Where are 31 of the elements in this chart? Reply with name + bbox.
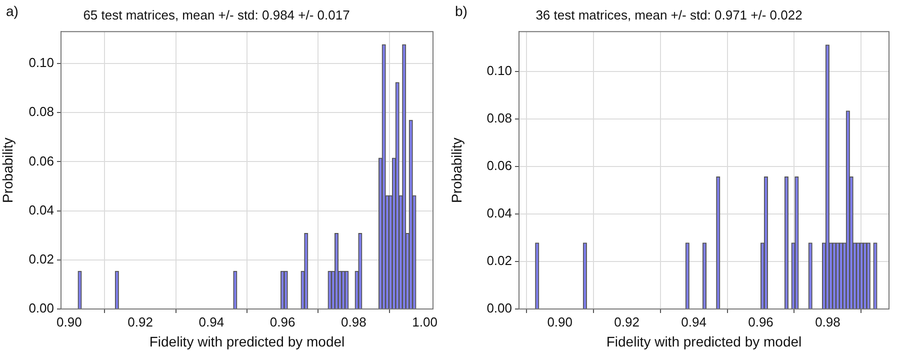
x-tick-label: 0.92 — [614, 314, 640, 330]
y-tick-label: 0.00 — [486, 300, 512, 316]
x-tick-label: 0.98 — [815, 314, 840, 330]
x-axis-title: Fidelity with predicted by model — [149, 333, 345, 350]
x-tick-label: 0.96 — [748, 314, 774, 330]
chart-title: 36 test matrices, mean +/- std: 0.971 +/- 0.022 — [536, 7, 802, 22]
x-tick-label: 0.94 — [198, 314, 224, 330]
x-tick-label: 0.90 — [547, 314, 573, 330]
x-tick-label: 1.00 — [412, 314, 438, 330]
y-axis-title: Probability — [0, 138, 16, 203]
y-tick-label: 0.04 — [28, 202, 54, 218]
y-tick-label: 0.08 — [486, 110, 512, 126]
y-axis-title: Probability — [448, 138, 464, 203]
y-tick-label: 0.10 — [486, 62, 512, 78]
text: b) — [455, 3, 468, 19]
y-tick-label: 0.06 — [28, 153, 54, 168]
y-tick-label: 0.04 — [486, 205, 512, 220]
x-axis-title: Fidelity with predicted by model — [606, 333, 802, 350]
y-tick-label: 0.00 — [28, 300, 54, 316]
x-tick-label: 0.98 — [341, 314, 366, 330]
y-tick-label: 0.08 — [28, 104, 54, 120]
x-tick-label: 0.92 — [128, 314, 153, 330]
y-tick-label: 0.10 — [28, 55, 54, 70]
x-tick-label: 0.94 — [681, 314, 706, 330]
y-tick-label: 0.02 — [28, 251, 54, 266]
text: a) — [6, 3, 18, 19]
x-tick-label: 0.96 — [270, 314, 296, 330]
x-tick-label: 0.90 — [56, 314, 82, 330]
y-tick-label: 0.06 — [486, 158, 512, 173]
chart-title: 65 test matrices, mean +/- std: 0.984 +/- 0.017 — [83, 7, 350, 22]
y-tick-label: 0.02 — [486, 253, 512, 268]
